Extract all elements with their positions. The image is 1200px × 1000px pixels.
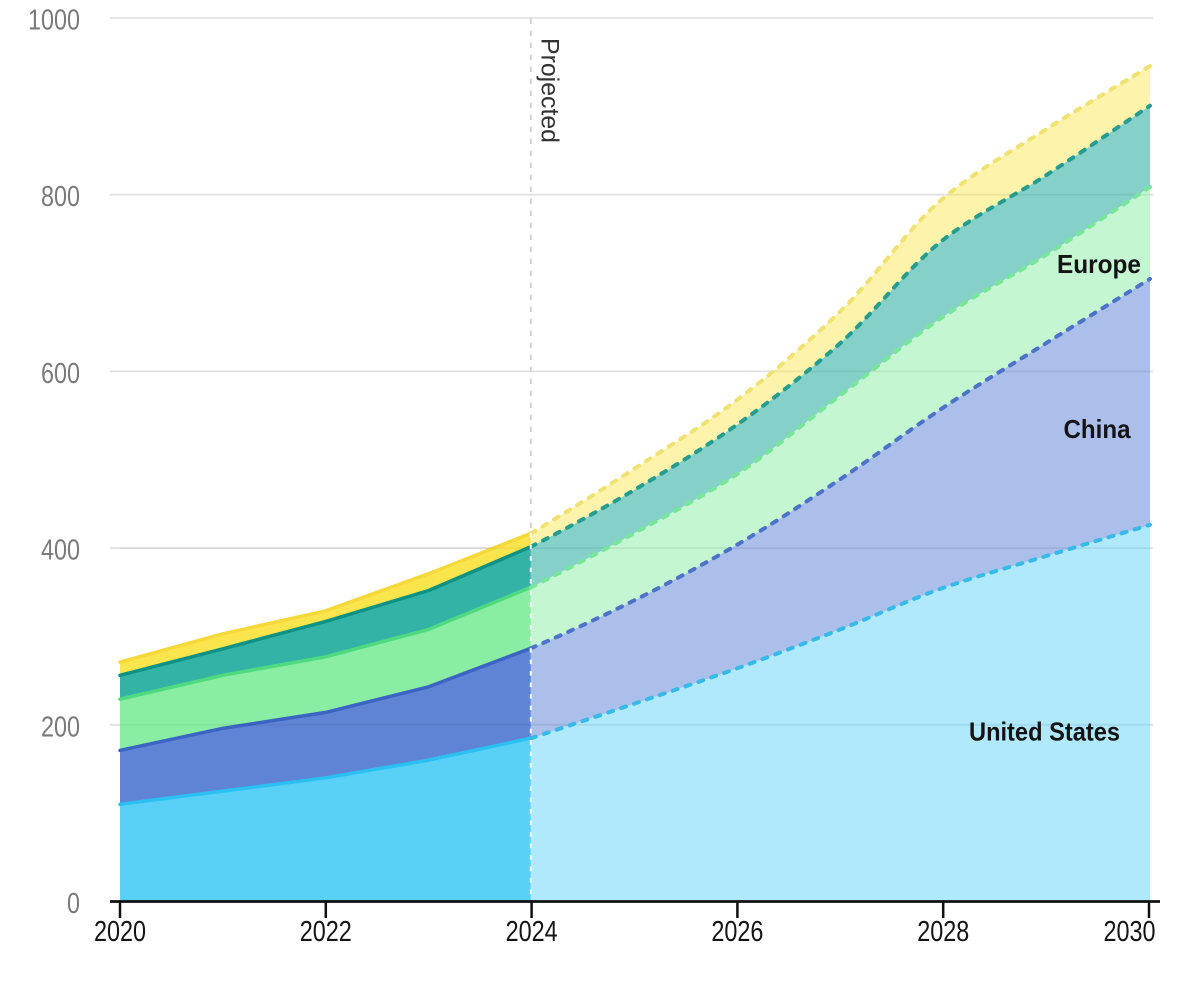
svg-text:Projected: Projected (536, 38, 564, 143)
svg-text:2026: 2026 (711, 916, 763, 948)
svg-text:200: 200 (41, 711, 80, 743)
svg-text:China: China (1064, 414, 1131, 444)
svg-text:0: 0 (67, 888, 80, 920)
svg-text:United States: United States (969, 717, 1120, 747)
svg-text:2028: 2028 (917, 916, 969, 948)
svg-text:400: 400 (41, 535, 80, 567)
svg-text:2020: 2020 (94, 916, 146, 948)
svg-text:600: 600 (41, 358, 80, 390)
svg-text:800: 800 (41, 181, 80, 213)
svg-text:1000: 1000 (28, 5, 80, 37)
svg-text:2024: 2024 (506, 916, 558, 948)
svg-text:Europe: Europe (1057, 249, 1141, 279)
svg-text:2030: 2030 (1104, 916, 1156, 948)
svg-text:2022: 2022 (300, 916, 352, 948)
